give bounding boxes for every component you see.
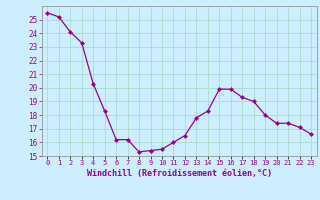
X-axis label: Windchill (Refroidissement éolien,°C): Windchill (Refroidissement éolien,°C): [87, 169, 272, 178]
